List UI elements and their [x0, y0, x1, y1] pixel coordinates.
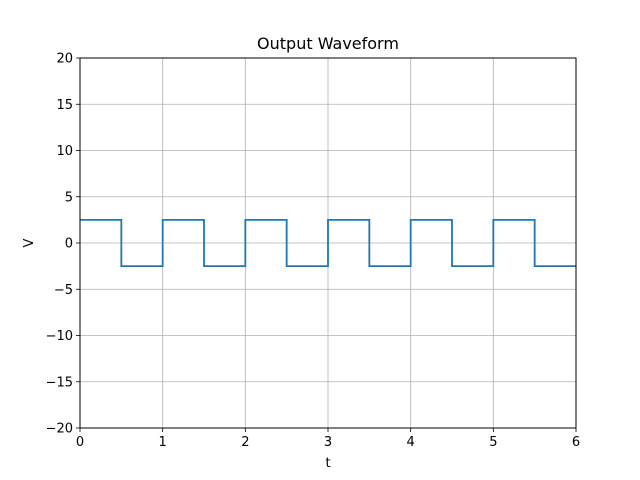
x-tick-label: 1 [159, 435, 167, 450]
series-layer [80, 218, 576, 268]
x-tick-label: 6 [572, 435, 580, 450]
x-tick-label: 4 [407, 435, 415, 450]
x-axis-ticks: 0 1 2 3 4 5 6 [76, 428, 580, 450]
y-axis-ticks: −20 −15 −10 −5 0 5 10 15 20 [46, 52, 80, 437]
y-axis-label: V [22, 238, 37, 247]
x-tick-label: 2 [241, 435, 249, 450]
x-tick-label: 0 [76, 435, 84, 450]
y-tick-label: 0 [65, 237, 73, 252]
x-tick-label: 3 [324, 435, 332, 450]
y-tick-label: −5 [54, 283, 73, 298]
chart-title: Output Waveform [257, 34, 399, 53]
x-axis-label: t [325, 456, 330, 471]
y-tick-label: −20 [46, 422, 73, 437]
y-tick-label: 10 [56, 144, 73, 159]
x-tick-label: 5 [489, 435, 497, 450]
y-tick-label: 15 [56, 98, 73, 113]
y-tick-label: −15 [46, 375, 73, 390]
y-tick-label: 20 [56, 52, 73, 67]
series-line [80, 218, 576, 268]
y-tick-label: −10 [46, 329, 73, 344]
y-tick-label: 5 [65, 190, 73, 205]
